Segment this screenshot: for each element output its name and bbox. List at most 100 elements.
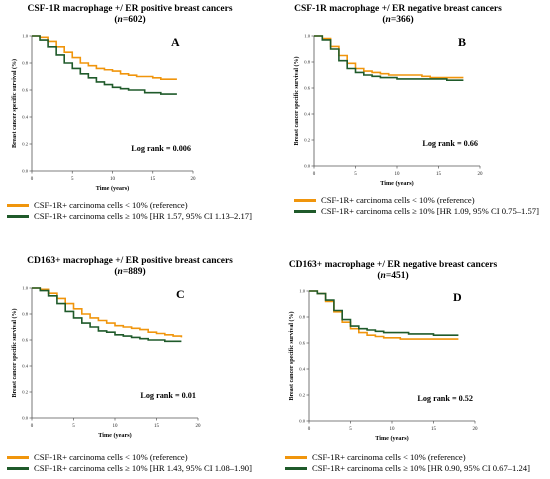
- x-tick-label: 15: [436, 172, 442, 177]
- y-tick-label: 0.8: [22, 312, 28, 317]
- y-tick-label: 0.6: [22, 88, 28, 93]
- legend-item-high: CSF-1R+ carcinoma cells ≥ 10% [HR 1.09, …: [294, 206, 539, 217]
- x-tick-label: 10: [390, 427, 396, 432]
- y-axis-label: Breast cancer specific survival (%): [11, 308, 18, 397]
- legend-swatch-low: [7, 456, 29, 459]
- y-tick-label: 0.2: [304, 138, 310, 143]
- panel-a-legend: CSF-1R+ carcinoma cells < 10% (reference…: [7, 200, 252, 222]
- legend-swatch-high: [294, 210, 316, 213]
- panel-b-n: (n=366): [382, 15, 414, 25]
- y-tick-label: 0.8: [22, 61, 28, 66]
- series-line-low: [314, 35, 464, 79]
- y-tick-label: 0.4: [22, 115, 28, 120]
- legend-item-high: CSF-1R+ carcinoma cells ≥ 10% [HR 1.43, …: [7, 463, 252, 474]
- panel-c-n-value: =889: [122, 267, 143, 277]
- panel-d-n: (n=451): [377, 271, 409, 281]
- series-line-low: [32, 35, 177, 80]
- legend-item-low: CSF-1R+ carcinoma cells < 10% (reference…: [285, 452, 530, 463]
- panel-b-chart: 0 5 10 15 20 0.0 0.2 0.4 0.6 0.8 1.0 Time (years) Br…: [293, 34, 484, 187]
- legend-swatch-low: [294, 199, 316, 202]
- x-tick-label: 15: [154, 424, 160, 429]
- y-tick-label: 0.0: [299, 419, 305, 424]
- x-tick-label: 5: [71, 177, 74, 182]
- x-tick-label: 5: [72, 424, 75, 429]
- y-tick-label: 0.2: [299, 393, 305, 398]
- legend-swatch-high: [7, 467, 29, 470]
- panel-c-n-symbol: n: [117, 267, 123, 277]
- panel-c-n: (n=889): [114, 267, 146, 277]
- legend-label-high: CSF-1R+ carcinoma cells ≥ 10% [HR 1.43, …: [34, 463, 252, 473]
- x-tick-label: 0: [31, 424, 34, 429]
- x-tick-label: 15: [150, 177, 156, 182]
- x-tick-label: 10: [113, 424, 119, 429]
- legend-item-low: CSF-1R+ carcinoma cells < 10% (reference…: [294, 195, 539, 206]
- legend-label-low: CSF-1R+ carcinoma cells < 10% (reference…: [321, 195, 475, 205]
- panel-a-n: (n=602): [114, 15, 146, 25]
- x-tick-label: 20: [196, 424, 202, 429]
- series-line-low: [309, 290, 459, 340]
- legend-swatch-high: [7, 215, 29, 218]
- y-tick-label: 0.2: [22, 390, 28, 395]
- panel-letter: D: [453, 290, 462, 304]
- y-tick-label: 0.8: [304, 60, 310, 65]
- legend-item-high: CSF-1R+ carcinoma cells ≥ 10% [HR 0.90, …: [285, 463, 530, 474]
- legend-label-low: CSF-1R+ carcinoma cells < 10% (reference…: [312, 452, 466, 462]
- panel-d-legend: CSF-1R+ carcinoma cells < 10% (reference…: [285, 452, 530, 474]
- y-tick-label: 0.6: [22, 338, 28, 343]
- log-rank-label: Log rank = 0.006: [131, 144, 191, 153]
- panel-b-title: CSF-1R macrophage +/ ER negative breast …: [278, 4, 518, 26]
- panel-b-n-symbol: n: [385, 15, 391, 25]
- series-line-high: [314, 35, 464, 81]
- x-tick-label: 20: [191, 177, 197, 182]
- y-tick-label: 0.2: [22, 142, 28, 147]
- log-rank-label: Log rank = 0.52: [417, 394, 473, 403]
- x-axis-label: Time (years): [375, 435, 408, 442]
- legend-item-high: CSF-1R+ carcinoma cells ≥ 10% [HR 1.57, …: [7, 211, 252, 222]
- y-tick-label: 0.6: [299, 341, 305, 346]
- panel-b-n-value: =366: [390, 15, 411, 25]
- panel-letter: A: [171, 35, 180, 49]
- series-line-high: [309, 290, 459, 336]
- panel-c-legend: CSF-1R+ carcinoma cells < 10% (reference…: [7, 452, 252, 474]
- x-axis-label: Time (years): [98, 432, 131, 439]
- x-axis-label: Time (years): [96, 185, 129, 192]
- panel-a-n-symbol: n: [117, 15, 123, 25]
- panel-letter: B: [458, 35, 466, 49]
- x-tick-label: 10: [395, 172, 401, 177]
- y-axis-label: Breast cancer specific survival (%): [11, 59, 18, 148]
- y-tick-label: 0.6: [304, 86, 310, 91]
- panel-letter: C: [176, 287, 185, 301]
- y-axis-label: Breast cancer specific survival (%): [293, 56, 300, 145]
- panel-d-n-symbol: n: [380, 271, 386, 281]
- y-tick-label: 1.0: [304, 34, 310, 39]
- x-tick-label: 20: [478, 172, 484, 177]
- y-tick-label: 0.0: [304, 164, 310, 169]
- y-tick-label: 0.0: [22, 169, 28, 174]
- panel-a-chart: 0 5 10 15 20 0.0 0.2 0.4 0.6 0.8 1.0 Time (years) Br…: [11, 34, 197, 192]
- legend-item-low: CSF-1R+ carcinoma cells < 10% (reference…: [7, 452, 252, 463]
- y-tick-label: 1.0: [299, 289, 305, 294]
- panel-d-title: CD163+ macrophage +/ ER negative breast …: [268, 260, 518, 282]
- panel-c-title: CD163+ macrophage +/ ER positive breast …: [5, 256, 255, 278]
- y-tick-label: 0.0: [22, 416, 28, 421]
- legend-label-high: CSF-1R+ carcinoma cells ≥ 10% [HR 1.09, …: [321, 206, 539, 216]
- y-tick-label: 0.8: [299, 315, 305, 320]
- legend-item-low: CSF-1R+ carcinoma cells < 10% (reference…: [7, 200, 252, 211]
- legend-label-low: CSF-1R+ carcinoma cells < 10% (reference…: [34, 452, 188, 462]
- log-rank-label: Log rank = 0.66: [422, 139, 478, 148]
- x-tick-label: 0: [31, 177, 34, 182]
- x-tick-label: 5: [349, 427, 352, 432]
- y-tick-label: 0.4: [299, 367, 305, 372]
- x-tick-label: 0: [308, 427, 311, 432]
- x-tick-label: 10: [110, 177, 116, 182]
- panel-d-chart: 0 5 10 15 20 0.0 0.2 0.4 0.6 0.8 1.0 Time (years) Br…: [288, 289, 479, 442]
- y-tick-label: 1.0: [22, 286, 28, 291]
- log-rank-label: Log rank = 0.01: [140, 391, 196, 400]
- panel-d-n-value: =451: [385, 271, 406, 281]
- series-line-high: [32, 287, 182, 343]
- x-tick-label: 15: [431, 427, 437, 432]
- panel-b-legend: CSF-1R+ carcinoma cells < 10% (reference…: [294, 195, 539, 217]
- x-tick-label: 20: [473, 427, 479, 432]
- x-axis-label: Time (years): [380, 180, 413, 187]
- y-tick-label: 1.0: [22, 34, 28, 39]
